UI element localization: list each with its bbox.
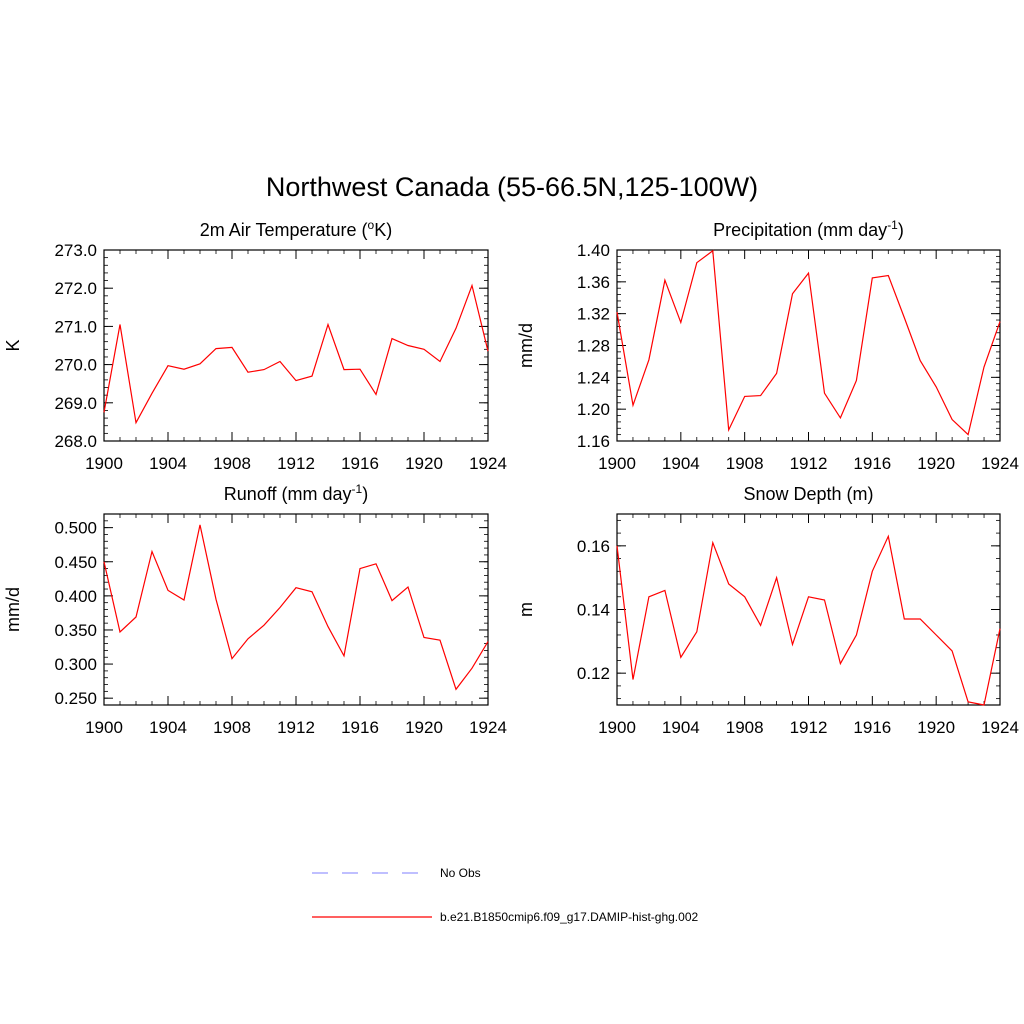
x-tick-label: 1916: [853, 454, 891, 473]
panel-title: 2m Air Temperature (oK): [200, 218, 392, 240]
y-tick-label: 1.36: [577, 273, 610, 292]
x-tick-label: 1912: [277, 454, 315, 473]
x-tick-label: 1920: [405, 454, 443, 473]
y-tick-label: 1.28: [577, 337, 610, 356]
panel-air-temperature: 1900 1904 1908 1912 1916 1920 1924 268.0 269.0 27…: [3, 218, 507, 473]
y-tick-label: 268.0: [54, 432, 97, 451]
x-tick-label: 1904: [662, 454, 700, 473]
y-tick-label: 0.14: [577, 601, 610, 620]
panel-title-main: Runoff (mm day: [224, 484, 352, 504]
x-tick-label: 1908: [726, 454, 764, 473]
x-tick-label: 1908: [213, 454, 251, 473]
x-tick-label: 1900: [85, 454, 123, 473]
panel-snow-depth: 1900 1904 1908 1912 1916 1920 1924 0.12 0.14 0.16…: [516, 484, 1019, 737]
x-tick-label: 1920: [405, 718, 443, 737]
x-tick-label: 1904: [662, 718, 700, 737]
series-line: [103, 283, 489, 425]
x-tick-label: 1920: [917, 718, 955, 737]
x-tick-label: 1912: [277, 718, 315, 737]
y-axis-label: m: [516, 602, 536, 617]
y-tick-label: 271.0: [54, 317, 97, 336]
panel-title-main: Precipitation (mm day: [713, 220, 887, 240]
x-tick-label: 1908: [213, 718, 251, 737]
panel-title-end: ): [898, 220, 904, 240]
y-tick-label: 0.450: [54, 553, 97, 572]
y-axis-label: K: [3, 339, 23, 351]
y-tick-label: 0.250: [54, 689, 97, 708]
legend-label-model: b.e21.B1850cmip6.f09_g17.DAMIP-hist-ghg.…: [440, 910, 698, 924]
y-tick-label: 0.400: [54, 587, 97, 606]
x-tick-label: 1912: [790, 454, 828, 473]
y-axis-label: mm/d: [516, 323, 536, 368]
x-tick-label: 1900: [598, 454, 636, 473]
y-tick-label: 1.40: [577, 241, 610, 260]
y-tick-label: 272.0: [54, 279, 97, 298]
plot-frame: [103, 249, 489, 442]
y-tick-label: 1.24: [577, 368, 610, 387]
x-tick-label: 1912: [790, 718, 828, 737]
y-tick-label: 0.12: [577, 664, 610, 683]
plot-frame: [616, 249, 1001, 442]
x-tick-label: 1900: [85, 718, 123, 737]
legend-label-no-obs: No Obs: [440, 866, 481, 880]
plot-frame: [616, 513, 1001, 706]
x-tick-label: 1916: [341, 718, 379, 737]
y-tick-label: 0.300: [54, 655, 97, 674]
panel-title: Precipitation (mm day-1): [713, 218, 904, 240]
x-tick-label: 1916: [341, 454, 379, 473]
y-tick-label: 270.0: [54, 356, 97, 375]
y-tick-label: 0.350: [54, 621, 97, 640]
panel-title-end: K): [374, 220, 392, 240]
x-tick-label: 1904: [149, 718, 187, 737]
x-tick-label: 1924: [469, 454, 507, 473]
panel-title: Runoff (mm day-1): [224, 482, 368, 504]
legend: No Obs b.e21.B1850cmip6.f09_g17.DAMIP-hi…: [312, 866, 698, 924]
panel-title-superscript: -1: [887, 218, 898, 232]
x-tick-label: 1904: [149, 454, 187, 473]
x-tick-label: 1900: [598, 718, 636, 737]
panel-title-end: ): [362, 484, 368, 504]
y-tick-label: 0.16: [577, 537, 610, 556]
x-tick-label: 1924: [469, 718, 507, 737]
panel-title-superscript: -1: [352, 482, 363, 496]
panel-title: Snow Depth (m): [743, 484, 873, 504]
y-tick-label: 269.0: [54, 394, 97, 413]
series-line: [103, 524, 489, 691]
series-line: [616, 249, 1001, 436]
x-tick-label: 1924: [981, 718, 1019, 737]
x-tick-label: 1908: [726, 718, 764, 737]
plot-frame: [103, 513, 489, 706]
panel-runoff: 1900 1904 1908 1912 1916 1920 1924 0.250 0.300 0.…: [3, 482, 507, 737]
x-tick-label: 1916: [853, 718, 891, 737]
y-tick-label: 1.32: [577, 305, 610, 324]
y-tick-label: 1.16: [577, 432, 610, 451]
x-tick-label: 1924: [981, 454, 1019, 473]
y-tick-label: 273.0: [54, 241, 97, 260]
y-tick-label: 1.20: [577, 400, 610, 419]
panel-title-main: Snow Depth (m): [743, 484, 873, 504]
series-line: [616, 534, 1001, 706]
figure-title: Northwest Canada (55-66.5N,125-100W): [266, 172, 758, 202]
panel-title-superscript: o: [368, 218, 375, 232]
x-tick-label: 1920: [917, 454, 955, 473]
y-axis-label: mm/d: [3, 587, 23, 632]
panel-precipitation: 1900 1904 1908 1912 1916 1920 1924 1.16 1.20 1.24…: [516, 218, 1019, 473]
panel-title-main: 2m Air Temperature (: [200, 220, 368, 240]
y-tick-label: 0.500: [54, 519, 97, 538]
